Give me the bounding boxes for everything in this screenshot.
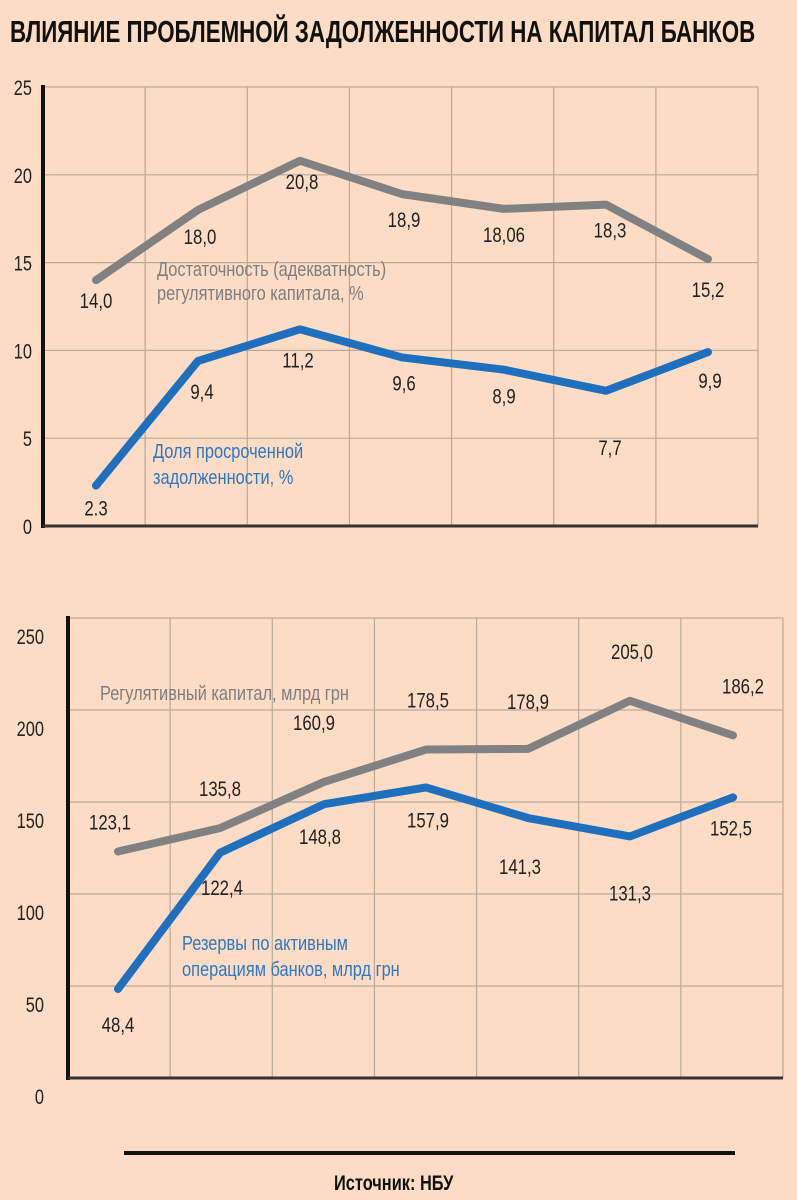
data-label: 160,9 <box>293 712 335 735</box>
data-label: 152,5 <box>710 818 752 841</box>
data-label: 20,8 <box>286 171 319 194</box>
y-tick-label: 250 <box>17 625 44 648</box>
y-tick-label: 100 <box>17 901 44 924</box>
data-label: 123,1 <box>89 812 131 835</box>
data-label: 178,5 <box>407 690 449 713</box>
data-label: 18,9 <box>388 209 421 232</box>
data-label: 157,9 <box>407 810 449 833</box>
data-label: 14,0 <box>80 290 113 313</box>
data-label: 8,9 <box>492 386 515 409</box>
chart-overdue-debt-and-capital-adequacy: 051015202501.01.0901.01.1001.01.1101.01.… <box>14 76 759 538</box>
data-label: 178,9 <box>507 691 549 714</box>
series-annotation: Достаточность (адекватность) <box>157 257 386 280</box>
series-annotation: Доля просроченной <box>153 439 303 462</box>
y-tick-label: 150 <box>17 809 44 832</box>
data-label: 141,3 <box>499 856 541 879</box>
data-label: 205,0 <box>611 641 653 664</box>
chart-title: ВЛИЯНИЕ ПРОБЛЕМНОЙ ЗАДОЛЖЕННОСТИ НА КАПИ… <box>10 14 756 49</box>
series-line-blue <box>92 325 712 490</box>
y-tick-label: 20 <box>14 164 32 187</box>
data-label: 18,0 <box>184 226 217 249</box>
y-tick-label: 0 <box>23 515 32 538</box>
series-line-gray <box>92 156 712 285</box>
y-tick-label: 5 <box>23 427 32 450</box>
data-label: 186,2 <box>722 676 764 699</box>
data-label: 148,8 <box>299 827 341 850</box>
series-line-blue <box>114 783 737 993</box>
series-annotation: Регулятивный капитал, млрд грн <box>100 681 349 704</box>
data-label: 18,06 <box>483 224 525 247</box>
source-note: Источник: НБУ <box>334 1172 454 1195</box>
data-label: 15,2 <box>692 279 725 302</box>
data-label: 9,6 <box>392 373 415 396</box>
data-label: 11,2 <box>282 350 313 373</box>
y-tick-label: 0 <box>35 1085 44 1108</box>
data-label: 122,4 <box>201 877 243 900</box>
y-tick-label: 50 <box>26 993 44 1016</box>
y-tick-label: 200 <box>17 717 44 740</box>
y-tick-label: 25 <box>14 76 32 99</box>
series-annotation: задолженности, % <box>153 465 293 488</box>
series-line-gray <box>114 696 737 856</box>
series-annotation: операциям банков, млрд грн <box>182 957 400 980</box>
data-label: 2.3 <box>84 498 107 521</box>
y-tick-label: 10 <box>14 339 32 362</box>
data-label: 18,3 <box>594 220 627 243</box>
data-label: 9,4 <box>190 381 214 404</box>
data-label: 135,8 <box>199 778 241 801</box>
data-label: 48,4 <box>102 1014 135 1037</box>
series-annotation: Резервы по активным <box>182 931 348 954</box>
data-label: 7,7 <box>598 437 621 460</box>
data-label: 131,3 <box>609 883 651 906</box>
data-label: 9,9 <box>698 370 721 393</box>
y-tick-label: 15 <box>14 252 32 275</box>
series-annotation: регулятивного капитала, % <box>157 281 364 304</box>
